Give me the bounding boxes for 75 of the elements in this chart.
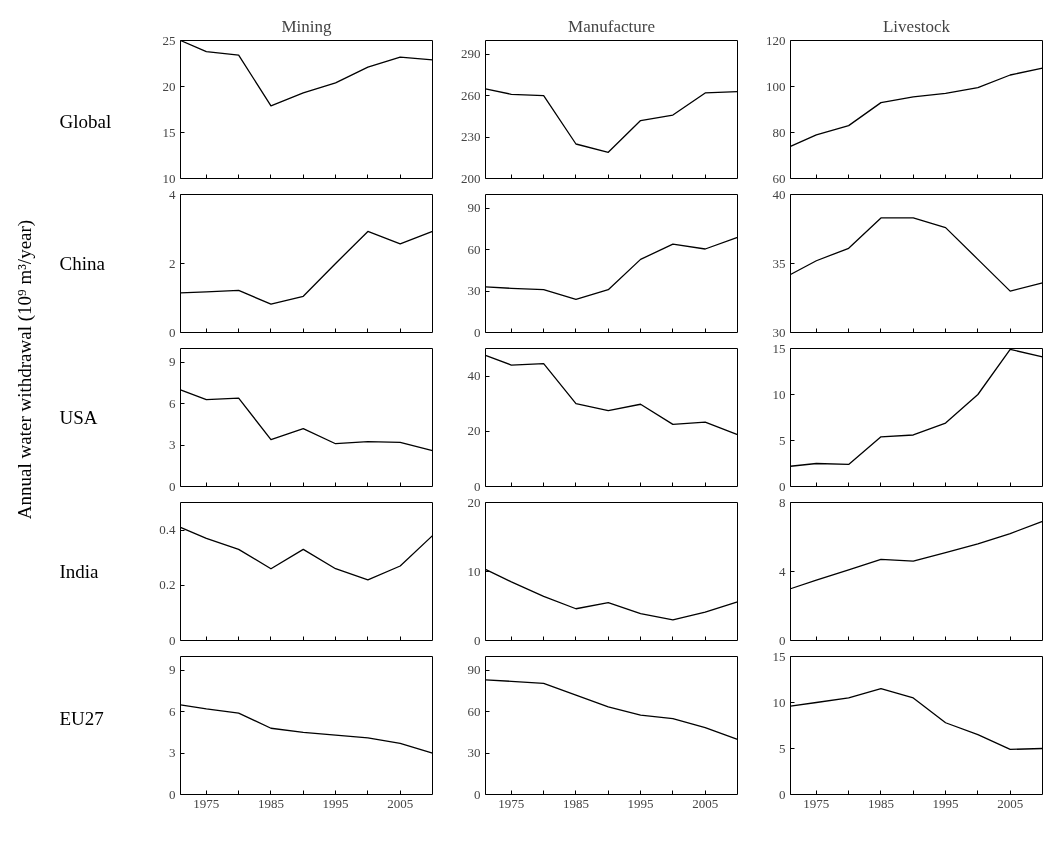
y-axis-title: USA	[59, 407, 98, 428]
y-tick-label: 120	[766, 32, 786, 48]
y-tick-label: 0	[779, 478, 786, 494]
y-tick-label: 10	[162, 170, 176, 186]
y-tick-label: 6	[169, 395, 176, 411]
y-tick-label: 40	[772, 186, 786, 202]
y-tick-label: 20	[467, 494, 481, 510]
y-tick-label: 10	[772, 694, 786, 710]
y-tick-label: 60	[772, 170, 786, 186]
y-axis-title: China	[59, 253, 106, 274]
y-tick-label: 90	[467, 662, 481, 678]
x-tick-label: 2005	[387, 795, 414, 811]
x-tick-label: 1985	[562, 795, 589, 811]
y-tick-label: 200	[461, 170, 481, 186]
x-tick-label: 1975	[498, 795, 525, 811]
y-tick-label: 9	[169, 662, 176, 678]
y-axis-title: Global	[59, 110, 112, 132]
x-tick-label: 1975	[803, 795, 830, 811]
y-tick-label: 4	[779, 563, 786, 579]
y-tick-label: 30	[467, 283, 481, 299]
chart-title: Livestock	[882, 16, 951, 36]
y-tick-label: 15	[162, 124, 176, 140]
y-tick-label: 60	[467, 703, 481, 719]
x-tick-label: 1995	[322, 795, 349, 811]
x-tick-label: 1985	[867, 795, 894, 811]
y-tick-label: 5	[779, 432, 786, 448]
y-tick-label: 260	[461, 87, 481, 103]
x-tick-label: 1985	[257, 795, 284, 811]
y-axis-title: India	[59, 561, 100, 582]
y-tick-label: 230	[461, 129, 481, 145]
y-axis-title: EU27	[59, 707, 104, 729]
y-tick-label: 30	[772, 324, 786, 340]
y-tick-label: 0	[169, 478, 176, 494]
text: Annual water withdrawal (10⁹ m³/year)	[14, 219, 36, 520]
y-tick-label: 5	[779, 740, 786, 756]
y-tick-label: 0	[474, 786, 481, 802]
y-tick-label: 290	[461, 46, 481, 62]
y-tick-label: 100	[766, 78, 786, 94]
y-tick-label: 0	[779, 632, 786, 648]
y-tick-label: 30	[467, 745, 481, 761]
y-tick-label: 35	[772, 255, 786, 271]
y-tick-label: 0	[779, 786, 786, 802]
y-tick-label: 10	[467, 563, 481, 579]
y-tick-label: 60	[467, 241, 481, 257]
y-tick-label: 0	[474, 478, 481, 494]
x-tick-label: 1975	[193, 795, 220, 811]
y-tick-label: 40	[467, 368, 481, 384]
y-tick-label: 15	[772, 340, 786, 356]
y-tick-label: 90	[467, 200, 481, 216]
y-tick-label: 6	[169, 703, 176, 719]
y-tick-label: 0	[474, 324, 481, 340]
y-tick-label: 3	[169, 745, 176, 761]
y-tick-label: 2	[169, 255, 176, 271]
y-tick-label: 0	[169, 324, 176, 340]
y-tick-label: 10	[772, 386, 786, 402]
y-tick-label: 9	[169, 354, 176, 370]
y-tick-label: 0	[474, 632, 481, 648]
y-tick-label: 3	[169, 437, 176, 453]
x-tick-label: 2005	[692, 795, 719, 811]
y-tick-label: 80	[772, 124, 786, 140]
y-tick-label: 0.4	[159, 522, 176, 538]
y-tick-label: 4	[169, 186, 176, 202]
chart-title: Manufacture	[568, 16, 655, 36]
x-tick-label: 2005	[997, 795, 1024, 811]
y-tick-label: 0.2	[159, 577, 176, 593]
y-tick-label: 20	[467, 423, 481, 439]
y-tick-label: 20	[162, 78, 176, 94]
x-tick-label: 1995	[627, 795, 654, 811]
x-tick-label: 1995	[932, 795, 959, 811]
chart-title: Mining	[281, 16, 333, 36]
y-tick-label: 0	[169, 632, 176, 648]
y-tick-label: 15	[772, 648, 786, 664]
y-tick-label: 8	[779, 494, 786, 510]
y-tick-label: 0	[169, 786, 176, 802]
y-tick-label: 25	[162, 32, 176, 48]
